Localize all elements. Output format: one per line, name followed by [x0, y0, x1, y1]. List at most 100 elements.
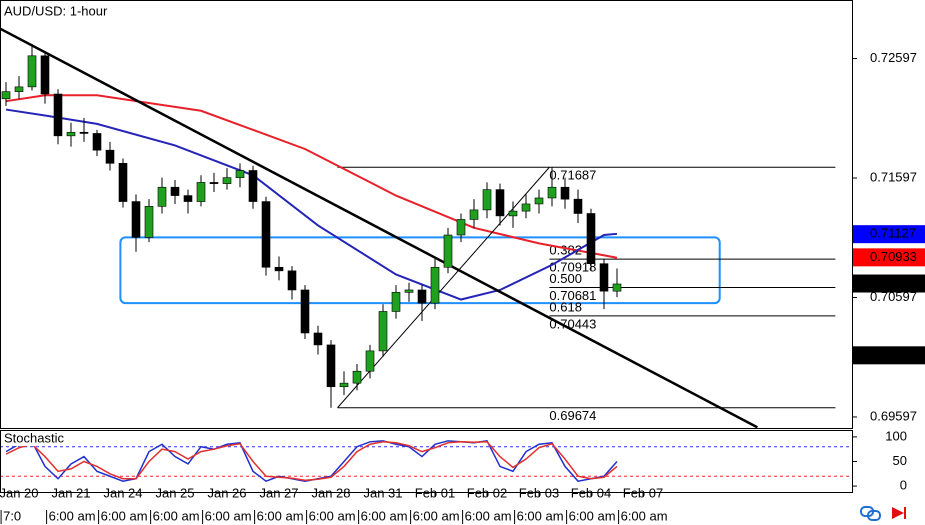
candle-body [365, 350, 375, 372]
candle-body [612, 283, 622, 292]
candle-body [573, 198, 583, 214]
x-tick-label: Feb 04 [571, 485, 611, 500]
candle-body [235, 170, 245, 178]
candle-body [443, 234, 453, 268]
price-tag [853, 274, 925, 293]
x-tick-label: Jan 24 [103, 485, 142, 500]
candle-body [469, 209, 479, 220]
x2-tick-label: 6:00 am [621, 508, 668, 523]
candle-body [27, 55, 37, 88]
candle-body [313, 332, 323, 346]
candle-body [599, 263, 609, 292]
candle-body [105, 149, 115, 164]
candle-body [53, 93, 63, 137]
stochastic-tick-label: 0 [900, 478, 907, 493]
x2-tick-label: 6:00 am [569, 508, 616, 523]
y-tick-label: 0.71597 [870, 169, 917, 184]
candle-body [430, 266, 440, 304]
candle-body [14, 86, 24, 92]
fib-value-label: 0.70918 [549, 260, 596, 275]
x2-tick-label: 6:00 am [205, 508, 252, 523]
fib-ratio-label: 0.618 [549, 299, 582, 314]
candle-body [144, 206, 154, 238]
candle-body [66, 131, 76, 137]
x2-tick-label: 6:00 am [49, 508, 96, 523]
y-tick-label: 0.70597 [870, 289, 917, 304]
price-tag [853, 248, 925, 267]
x-tick-label: Jan 20 [0, 485, 39, 500]
x2-tick-label: 6:00 am [413, 508, 460, 523]
x-tick-label: Jan 27 [259, 485, 298, 500]
price-tag [853, 225, 925, 244]
price-tag-label: 0.70714 [870, 275, 917, 290]
candle-body [92, 133, 102, 151]
x2-tick-label: 6:00 am [257, 508, 304, 523]
x2-tick-label: 6:00 am [101, 508, 148, 523]
candle-body [40, 55, 50, 95]
stochastic-line [5, 441, 618, 481]
candle-body [261, 201, 271, 268]
candle-body [495, 189, 505, 217]
x-tick-label: Jan 31 [363, 485, 402, 500]
x2-tick-label: 6:00 am [153, 508, 200, 523]
candle-body [586, 213, 596, 264]
candle-body [456, 219, 466, 236]
candle-body [170, 186, 180, 196]
candle-body [209, 182, 219, 184]
price-tag [853, 346, 925, 365]
candle-body [1, 91, 11, 100]
arrow-icon-part[interactable] [904, 507, 906, 519]
candle-body [391, 292, 401, 312]
candle-body [521, 203, 531, 212]
x-tick-label: Jan 26 [207, 485, 246, 500]
price-plot: 0.716870.709180.3820.706810.5000.704430.… [0, 27, 836, 428]
x2-tick-label: 6:00 am [361, 508, 408, 523]
candle-body [352, 370, 362, 384]
fib-value-label: 0.70681 [549, 288, 596, 303]
link-icon-part[interactable] [867, 510, 881, 521]
candle-body [378, 311, 388, 352]
fib-value-label: 0.70443 [549, 316, 596, 331]
candle-body [79, 131, 89, 134]
chart-title: AUD/USD: 1-hour [4, 3, 108, 18]
arrow-icon[interactable] [892, 507, 906, 519]
fib-value-label: 0.69674 [549, 408, 596, 423]
candle-body [183, 195, 193, 202]
candle-body [157, 186, 167, 207]
stochastic-tick-label: 50 [893, 453, 907, 468]
candle-body [534, 197, 544, 205]
x2-tick-label: 6:00 am [465, 508, 512, 523]
candle-body [404, 289, 414, 293]
price-frame [0, 0, 853, 429]
price-tag-label: 0.70113 [870, 347, 916, 362]
price-tag-label: 0.71127 [870, 226, 916, 241]
x-tick-label: Jan 21 [51, 485, 90, 500]
stochastic-plot [0, 440, 852, 483]
y-tick-label: 0.69597 [870, 408, 917, 423]
candle-body [560, 186, 570, 200]
candle-body [274, 266, 284, 272]
candle-body [482, 189, 492, 211]
arrow-icon-part[interactable] [892, 507, 904, 519]
stochastic-title: Stochastic [4, 430, 64, 445]
candle-body [131, 201, 141, 238]
x2-tick-label: 6:00 am [517, 508, 564, 523]
candle-body [222, 177, 232, 184]
x2-tick-label: 7:0 [3, 508, 21, 523]
candle-body [547, 186, 557, 199]
stochastic-title-box [2, 431, 72, 446]
candle-body [508, 210, 518, 217]
moving-average [5, 94, 618, 259]
x-tick-label: Feb 01 [415, 485, 455, 500]
x-tick-label: Jan 25 [155, 485, 194, 500]
link-icon[interactable] [860, 506, 881, 521]
candle-body [417, 289, 427, 304]
x-tick-label: Feb 07 [623, 485, 663, 500]
trendline [0, 27, 758, 428]
x-tick-label: Jan 28 [311, 485, 350, 500]
fib-value-label: 0.71687 [549, 168, 596, 183]
